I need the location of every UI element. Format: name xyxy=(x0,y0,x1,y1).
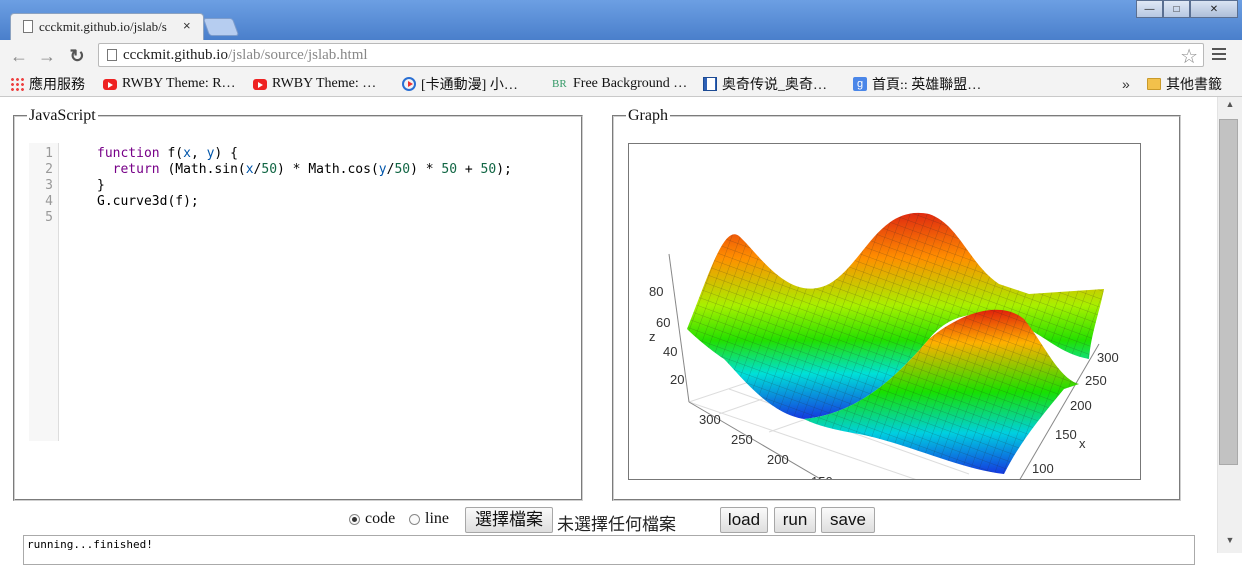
line-number: 3 xyxy=(45,178,53,193)
browser-tab[interactable]: ccckmit.github.io/jslab/s × xyxy=(10,13,204,41)
bookmark-anime[interactable]: [卡通動漫] 小… xyxy=(402,75,518,93)
window-controls: — □ ✕ xyxy=(1136,0,1238,18)
youtube-icon xyxy=(253,78,267,90)
close-window-button[interactable]: ✕ xyxy=(1190,0,1238,18)
address-bar[interactable]: ccckmit.github.io/jslab/source/jslab.htm… xyxy=(98,43,1204,68)
y-tick-label: 250 xyxy=(731,432,753,447)
bookmark-apps[interactable]: 應用服務 xyxy=(10,75,85,93)
x-tick-label: 250 xyxy=(1085,373,1107,388)
bookmark-label: 其他書籤 xyxy=(1166,78,1222,93)
line-number-gutter: 1 2 3 4 5 xyxy=(29,143,59,441)
page-content: JavaScript 1 2 3 4 5 function f(x, y) { … xyxy=(0,97,1217,565)
scroll-up-icon[interactable]: ▲ xyxy=(1225,99,1235,109)
graph-panel: Graph xyxy=(612,107,1181,501)
menu-icon[interactable] xyxy=(1212,48,1226,62)
x-tick-label: 300 xyxy=(1097,350,1119,365)
scroll-down-icon[interactable]: ▼ xyxy=(1225,535,1235,545)
graph-legend: Graph xyxy=(628,107,668,124)
bookmark-label: 奥奇传说_奥奇… xyxy=(722,78,827,93)
code-radio-label: code xyxy=(365,510,396,527)
bookmark-label: Free Background … xyxy=(573,76,688,91)
code-text[interactable]: function f(x, y) { return (Math.sin(x/50… xyxy=(97,146,512,209)
apps-icon xyxy=(10,77,24,91)
bookmark-lol[interactable]: g 首頁:: 英雄聯盟… xyxy=(853,75,981,93)
forward-icon[interactable]: → xyxy=(38,46,56,66)
z-axis-label: z xyxy=(649,329,656,344)
line-radio[interactable] xyxy=(409,514,420,525)
tab-title: ccckmit.github.io/jslab/s xyxy=(39,19,167,34)
z-tick-label: 40 xyxy=(663,344,677,359)
code-editor[interactable]: 1 2 3 4 5 function f(x, y) { return (Mat… xyxy=(29,143,565,443)
google-icon: g xyxy=(853,77,867,91)
maximize-button[interactable]: □ xyxy=(1163,0,1190,18)
bookmark-star-icon[interactable]: ☆ xyxy=(1180,46,1198,68)
no-file-label: 未選擇任何檔案 xyxy=(557,515,676,534)
y-tick-label: 200 xyxy=(767,452,789,467)
bookmark-other-folder[interactable]: 其他書籤 xyxy=(1147,75,1222,93)
browser-toolbar: ← → ↻ ccckmit.github.io/jslab/source/jsl… xyxy=(0,40,1242,73)
page-icon xyxy=(23,20,33,33)
z-tick-label: 80 xyxy=(649,284,663,299)
y-tick-label: 150 xyxy=(811,474,833,480)
br-icon: BR xyxy=(552,78,567,90)
x-axis-label: x xyxy=(1079,436,1086,451)
bookmark-label: [卡通動漫] 小… xyxy=(421,78,518,93)
bookmarks-bar: 應用服務 RWBY Theme: R… RWBY Theme: … [卡通動漫]… xyxy=(0,72,1242,97)
minimize-button[interactable]: — xyxy=(1136,0,1163,18)
play-icon xyxy=(402,77,416,91)
javascript-legend: JavaScript xyxy=(29,107,96,124)
bookmark-aoqi[interactable]: 奥奇传说_奥奇… xyxy=(703,75,827,93)
bookmark-free-background[interactable]: BR Free Background … xyxy=(552,75,687,93)
x-tick-label: 100 xyxy=(1032,461,1054,476)
line-number: 5 xyxy=(45,210,53,225)
x-tick-label: 200 xyxy=(1070,398,1092,413)
run-button[interactable]: run xyxy=(774,507,816,533)
page-icon xyxy=(107,49,117,61)
youtube-icon xyxy=(103,78,117,90)
bookmark-rwby-1[interactable]: RWBY Theme: R… xyxy=(103,75,236,93)
control-bar: code line 選擇檔案 未選擇任何檔案 load run save xyxy=(0,507,1217,534)
surface-plot: 80 60 40 20 z 300 250 200 150 300 250 20… xyxy=(628,143,1141,480)
new-tab-button[interactable] xyxy=(202,18,240,36)
bookmarks-overflow-icon[interactable]: » xyxy=(1122,76,1130,92)
window-titlebar: ccckmit.github.io/jslab/s × — □ ✕ xyxy=(0,0,1242,41)
line-number: 4 xyxy=(45,194,53,209)
bookmark-rwby-2[interactable]: RWBY Theme: … xyxy=(253,75,376,93)
javascript-panel: JavaScript 1 2 3 4 5 function f(x, y) { … xyxy=(13,107,583,501)
line-number: 1 xyxy=(45,146,53,161)
tab-close-icon[interactable]: × xyxy=(183,18,191,33)
doc-icon xyxy=(703,77,717,91)
output-console[interactable]: running...finished! xyxy=(23,535,1195,565)
bookmark-label: RWBY Theme: R… xyxy=(122,76,236,91)
scrollbar-thumb[interactable] xyxy=(1219,119,1238,465)
vertical-scrollbar[interactable]: ▲ ▼ xyxy=(1217,97,1242,553)
line-number: 2 xyxy=(45,162,53,177)
bookmark-label: 應用服務 xyxy=(29,78,85,93)
url-text[interactable]: ccckmit.github.io/jslab/source/jslab.htm… xyxy=(123,47,368,63)
save-button[interactable]: save xyxy=(821,507,875,533)
x-tick-label: 150 xyxy=(1055,427,1077,442)
bookmark-label: RWBY Theme: … xyxy=(272,76,377,91)
z-tick-label: 60 xyxy=(656,315,670,330)
line-radio-label: line xyxy=(425,510,449,527)
folder-icon xyxy=(1147,78,1161,90)
y-tick-label: 300 xyxy=(699,412,721,427)
choose-file-button[interactable]: 選擇檔案 xyxy=(465,507,553,533)
reload-icon[interactable]: ↻ xyxy=(69,46,85,66)
bookmark-label: 首頁:: 英雄聯盟… xyxy=(872,78,982,93)
back-icon[interactable]: ← xyxy=(10,46,28,66)
plot-axes xyxy=(668,253,1100,479)
code-radio[interactable] xyxy=(349,514,360,525)
z-tick-label: 20 xyxy=(670,372,684,387)
surface-plot-svg: 80 60 40 20 z 300 250 200 150 300 250 20… xyxy=(649,212,1119,480)
load-button[interactable]: load xyxy=(720,507,768,533)
